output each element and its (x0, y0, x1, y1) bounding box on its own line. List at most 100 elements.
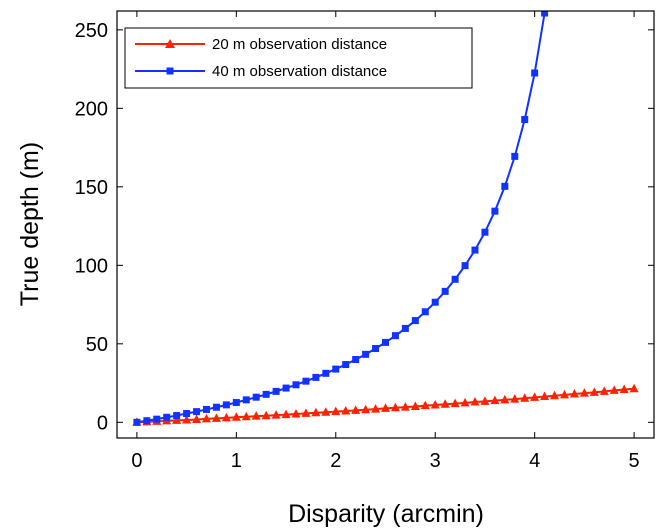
data-point-20m (440, 399, 450, 408)
data-point-20m (301, 408, 311, 417)
data-point-40m (193, 408, 201, 416)
y-tick-label: 0 (97, 412, 108, 434)
data-point-40m (312, 373, 320, 381)
data-point-40m (401, 324, 409, 332)
data-point-40m (262, 390, 270, 398)
data-point-20m (251, 411, 261, 420)
data-point-20m (470, 397, 480, 406)
y-tick-label: 150 (75, 177, 108, 199)
data-point-20m (450, 398, 460, 408)
data-point-20m (211, 413, 221, 422)
data-point-20m (202, 413, 211, 423)
data-point-40m (203, 405, 210, 413)
data-point-40m (232, 399, 240, 407)
data-point-20m (530, 392, 540, 401)
data-point-40m (252, 393, 260, 401)
data-point-40m (342, 361, 350, 369)
data-point-20m (589, 387, 599, 396)
data-point-40m (163, 413, 171, 421)
data-point-40m (332, 365, 340, 373)
x-tick-label: 4 (529, 450, 540, 472)
data-point-40m (133, 418, 141, 426)
data-point-20m (410, 401, 420, 410)
y-tick-label: 50 (86, 334, 108, 356)
data-point-40m (302, 377, 310, 385)
data-point-20m (500, 394, 510, 404)
data-point-40m (183, 410, 191, 418)
y-tick-label: 200 (75, 98, 108, 120)
data-point-20m (460, 397, 470, 407)
data-point-20m (291, 408, 301, 418)
data-point-40m (282, 384, 290, 392)
legend-marker-40m (166, 67, 174, 75)
legend-marker-20m (165, 39, 175, 48)
data-point-40m (451, 275, 459, 283)
data-point-20m (281, 409, 291, 419)
data-point-20m (560, 389, 569, 399)
legend-label-20m: 20 m observation distance (212, 36, 387, 53)
data-point-40m (511, 152, 519, 160)
x-tick-label: 3 (430, 450, 441, 472)
data-point-20m (390, 402, 400, 412)
data-point-40m (362, 350, 370, 358)
data-point-40m (431, 298, 439, 306)
data-point-20m (550, 390, 560, 400)
data-point-20m (311, 407, 321, 417)
data-point-20m (629, 383, 639, 393)
data-point-40m (272, 387, 280, 395)
data-point-20m (480, 396, 490, 405)
y-axis-title: True depth (m) (16, 142, 44, 306)
data-point-20m (569, 389, 579, 398)
data-point-20m (609, 385, 619, 394)
data-point-40m (481, 228, 489, 236)
data-point-20m (341, 405, 351, 415)
data-point-40m (352, 356, 360, 364)
x-tick-label: 0 (131, 450, 142, 472)
data-point-40m (391, 332, 399, 340)
data-point-40m (372, 345, 380, 353)
x-axis-title: Disparity (arcmin) (288, 500, 484, 528)
data-point-20m (261, 410, 271, 420)
data-point-20m (381, 403, 390, 412)
data-point-20m (331, 406, 341, 416)
data-point-40m (521, 115, 529, 123)
data-point-40m (153, 415, 161, 423)
data-point-40m (382, 338, 389, 346)
data-point-40m (461, 262, 469, 270)
data-point-20m (271, 410, 281, 419)
data-point-20m (540, 391, 550, 401)
data-point-40m (292, 381, 300, 389)
data-point-20m (371, 404, 381, 413)
data-point-20m (430, 400, 440, 409)
data-point-20m (400, 402, 410, 411)
data-point-40m (143, 417, 151, 425)
data-point-40m (541, 11, 549, 17)
data-point-20m (192, 414, 202, 423)
data-point-20m (351, 405, 361, 414)
data-point-20m (231, 412, 241, 421)
data-point-40m (471, 246, 479, 254)
legend-label-40m: 40 m observation distance (212, 63, 387, 80)
data-point-40m (212, 403, 220, 411)
y-tick-label: 100 (75, 255, 108, 277)
legend: 20 m observation distance 40 m observati… (124, 27, 473, 89)
data-point-20m (510, 394, 520, 403)
data-point-20m (321, 407, 331, 416)
x-tick-label: 2 (330, 450, 341, 472)
data-point-20m (241, 411, 251, 421)
data-point-40m (222, 401, 230, 409)
data-point-40m (441, 287, 449, 295)
data-point-40m (173, 412, 181, 420)
data-point-20m (619, 384, 629, 393)
data-point-40m (411, 317, 419, 325)
data-point-20m (182, 414, 192, 424)
data-point-20m (520, 393, 530, 402)
y-tick-label: 250 (75, 20, 108, 42)
legend-box (124, 27, 473, 89)
data-point-40m (531, 69, 539, 77)
data-point-40m (421, 308, 429, 316)
data-point-40m (501, 182, 509, 190)
data-point-20m (420, 400, 430, 410)
x-tick-label: 1 (231, 450, 242, 472)
